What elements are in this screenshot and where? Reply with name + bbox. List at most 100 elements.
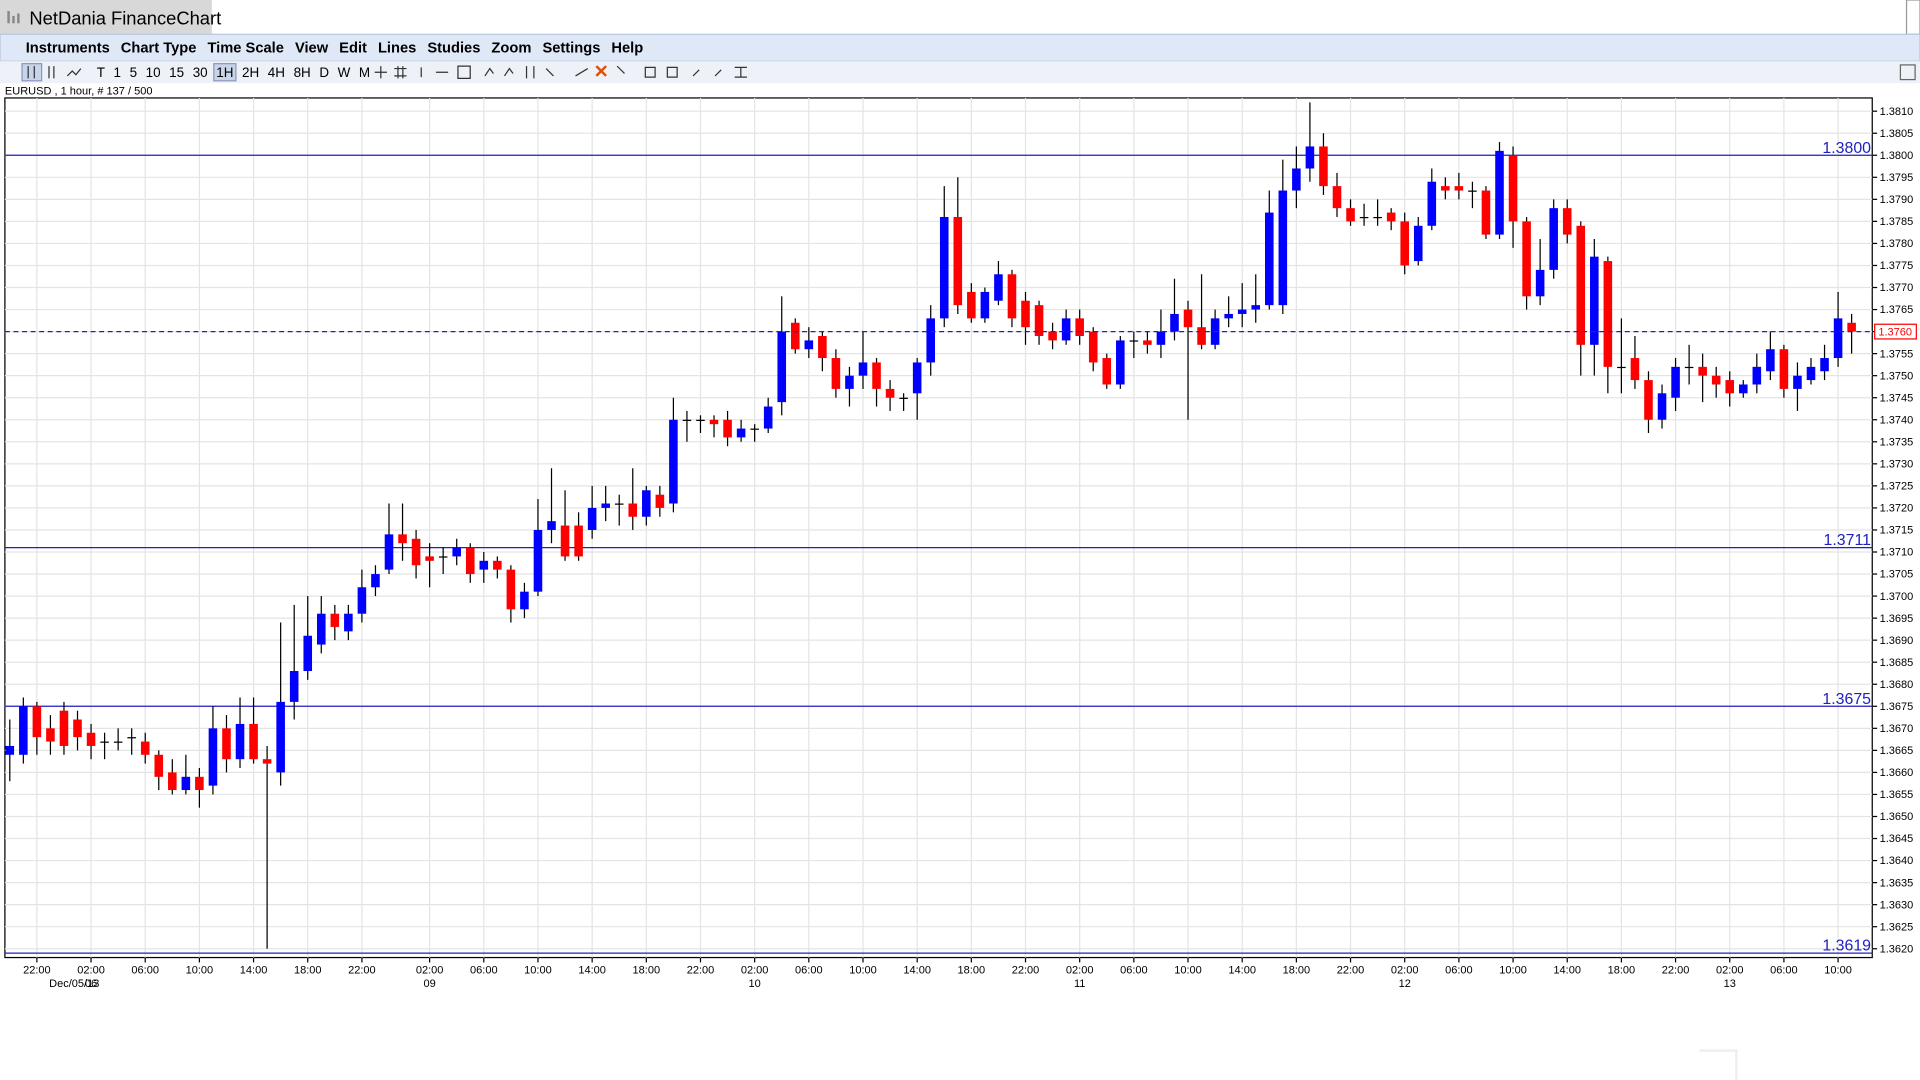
candle-body	[1725, 380, 1735, 394]
timescale-button[interactable]: 1H	[216, 65, 233, 80]
y-tick-label: 1.3630	[1880, 899, 1914, 911]
candle-body	[1508, 155, 1518, 222]
menu-item[interactable]: Settings	[542, 41, 600, 57]
menu-item[interactable]: Zoom	[491, 41, 531, 57]
x-tick-label: 06:00	[795, 964, 823, 976]
candle-body	[682, 419, 692, 421]
candle-body	[642, 490, 651, 517]
candle-body	[235, 723, 245, 760]
candle-body	[398, 534, 407, 544]
candle-body	[452, 547, 461, 557]
x-tick-label: 10:00	[524, 964, 552, 976]
candle-body	[1156, 331, 1166, 345]
timescale-button[interactable]: T	[97, 65, 105, 80]
instrument-info: EURUSD , 1 hour, # 137 / 500	[5, 85, 153, 97]
y-tick-label: 1.3645	[1880, 833, 1914, 845]
candle-body	[195, 776, 204, 791]
y-tick-label: 1.3785	[1880, 216, 1914, 228]
x-tick-label: 06:00	[1120, 964, 1148, 976]
candle-body	[1413, 225, 1423, 262]
x-date-label: 10	[749, 978, 761, 990]
y-tick-label: 1.3765	[1880, 304, 1914, 316]
candle-body	[736, 428, 746, 438]
timescale-button[interactable]: 1	[114, 65, 121, 80]
candle-body	[790, 322, 800, 350]
timescale-button[interactable]: 15	[169, 65, 184, 80]
menu-item[interactable]: Studies	[427, 41, 480, 57]
candle-body	[1549, 208, 1558, 270]
timescale-button[interactable]: W	[338, 65, 351, 80]
x-tick-label: 14:00	[240, 964, 268, 976]
app-icon	[7, 11, 20, 24]
x-tick-label: 22:00	[348, 964, 376, 976]
candle-body	[1698, 366, 1707, 376]
candle-body	[655, 494, 665, 508]
x-date-label: 12	[1399, 978, 1411, 990]
candle-body	[1359, 216, 1369, 219]
candle-body	[1183, 309, 1193, 328]
y-tick-label: 1.3715	[1880, 525, 1914, 537]
candle-body	[709, 419, 719, 425]
y-tick-label: 1.3795	[1880, 172, 1914, 184]
timescale-button[interactable]: 4H	[268, 65, 285, 80]
candle-body	[289, 671, 299, 702]
candle-body	[763, 406, 773, 429]
candle-body	[533, 529, 543, 592]
candle-body	[1278, 190, 1288, 306]
candle-body	[100, 741, 109, 743]
menu-item[interactable]: Help	[611, 41, 643, 57]
candle-body	[1847, 322, 1856, 332]
window-button[interactable]	[1905, 0, 1920, 35]
x-tick-label: 06:00	[1770, 964, 1798, 976]
candle-body	[506, 569, 516, 610]
candle-body	[601, 503, 610, 508]
y-tick-label: 1.3625	[1880, 921, 1914, 933]
x-tick-label: 22:00	[1662, 964, 1690, 976]
candle-body	[1657, 393, 1667, 420]
candle-body	[574, 525, 583, 557]
menu-item[interactable]: Edit	[339, 41, 367, 57]
menu-item[interactable]: Lines	[378, 41, 416, 57]
candle-body	[939, 216, 949, 319]
y-tick-label: 1.3725	[1880, 481, 1914, 493]
candle-body	[628, 503, 638, 517]
toolbar	[0, 61, 1920, 84]
menu-item[interactable]: Chart Type	[121, 41, 197, 57]
timescale-button[interactable]: 5	[130, 65, 137, 80]
y-tick-label: 1.3690	[1880, 635, 1914, 647]
timescale-button[interactable]: D	[319, 65, 329, 80]
candle-body	[1481, 190, 1491, 235]
timescale-button[interactable]: M	[359, 65, 370, 80]
menu-item[interactable]: View	[295, 41, 329, 57]
candle-body	[1752, 366, 1762, 385]
candle-body	[614, 503, 624, 505]
x-date-label: 13	[1724, 978, 1736, 990]
x-tick-label: 10:00	[1174, 964, 1202, 976]
plot-area	[4, 97, 1873, 959]
y-tick-label: 1.3770	[1880, 282, 1914, 294]
candle-body	[1400, 221, 1409, 266]
candle-body	[357, 587, 367, 614]
timescale-button[interactable]: 10	[146, 65, 161, 80]
x-tick-label: 22:00	[1337, 964, 1365, 976]
x-tick-label: 02:00	[1391, 964, 1419, 976]
menu-item[interactable]: Time Scale	[207, 41, 283, 57]
timescale-button[interactable]: 2H	[242, 65, 259, 80]
y-tick-label: 1.3805	[1880, 128, 1914, 140]
candle-body	[1373, 216, 1382, 219]
y-tick-label: 1.3750	[1880, 370, 1914, 382]
candle-body	[208, 728, 218, 786]
candle-body	[1644, 380, 1653, 420]
title-bar	[0, 0, 1920, 35]
y-tick-label: 1.3655	[1880, 789, 1914, 801]
candle-body	[303, 635, 313, 672]
candle-body	[19, 706, 28, 755]
x-tick-label: 10:00	[1824, 964, 1852, 976]
timescale-button[interactable]: 30	[193, 65, 208, 80]
menu-item[interactable]: Instruments	[26, 41, 110, 57]
y-tick-label: 1.3710	[1880, 547, 1914, 559]
timescale-button[interactable]: 8H	[294, 65, 311, 80]
candle-body	[154, 754, 164, 777]
candle-body	[831, 358, 841, 389]
